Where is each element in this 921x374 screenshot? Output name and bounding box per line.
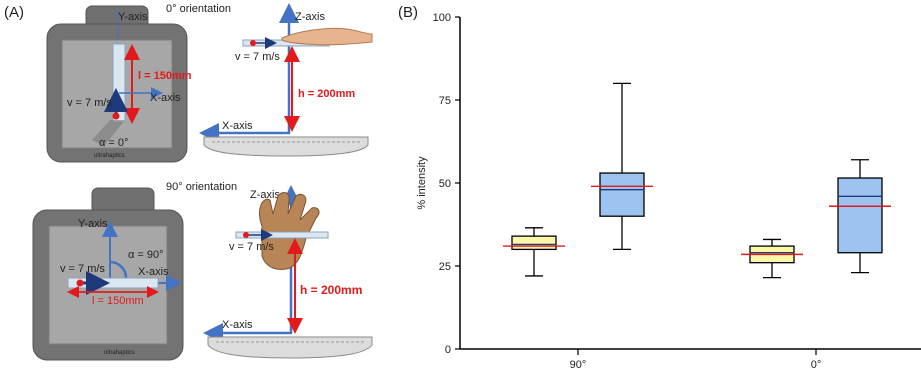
top-z-axis-label: Z-axis <box>295 11 325 23</box>
top-bar-shadow <box>92 120 125 146</box>
panel-a-illustration: 0° orientation Y-axis l = 150mm X-axis v… <box>32 3 373 361</box>
box-blue-0 <box>591 82 653 251</box>
bottom-length-label: l = 150mm <box>92 295 144 307</box>
top-y-axis-label: Y-axis <box>118 11 148 23</box>
y-tick-label: 25 <box>439 261 451 273</box>
top-orientation-title: 0° orientation <box>166 3 231 15</box>
bottom-side-red-dot <box>243 232 249 238</box>
bottom-z-axis-label: Z-axis <box>250 189 280 201</box>
top-velocity-left: v = 7 m/s <box>67 97 112 109</box>
top-length-label: l = 150mm <box>138 70 192 82</box>
top-side-x-axis-label: X-axis <box>222 120 253 132</box>
box-blue-1 <box>829 159 891 274</box>
bottom-y-axis-label: Y-axis <box>78 218 108 230</box>
bottom-x-axis-label: X-axis <box>138 266 169 278</box>
box-plot: 0 25 50 75 100 90° 0° % intensity <box>416 12 921 371</box>
box-yellow-0 <box>503 227 565 277</box>
bottom-bar <box>67 277 159 289</box>
top-x-axis-label: X-axis <box>150 92 181 104</box>
box-iqr <box>837 177 883 254</box>
bottom-side-x-axis-label: X-axis <box>222 319 253 331</box>
bottom-angle-arc <box>109 260 128 279</box>
bottom-brand: ultrahaptics <box>104 350 135 356</box>
panel-a-label: (A) <box>4 4 24 21</box>
y-tick-label: 50 <box>439 178 451 190</box>
bottom-side-device <box>207 336 373 359</box>
x-tick-label: 0° <box>811 359 822 371</box>
box-yellow-1 <box>741 238 803 279</box>
top-brand: ultrahaptics <box>94 153 125 159</box>
bottom-height-label: h = 200mm <box>300 283 362 297</box>
top-velocity-right: v = 7 m/s <box>235 51 280 63</box>
bottom-red-dot <box>76 279 84 287</box>
box-iqr <box>599 172 645 217</box>
top-height-label: h = 200mm <box>298 88 355 100</box>
chart-boxes <box>503 82 891 279</box>
top-hand <box>281 27 373 46</box>
panel-b-label: (B) <box>398 4 418 21</box>
bottom-side-bar <box>235 231 329 239</box>
top-red-dot <box>112 112 120 120</box>
box-iqr <box>511 235 557 251</box>
top-side-device <box>203 136 369 157</box>
bottom-velocity-left: v = 7 m/s <box>60 263 105 275</box>
y-tick-label: 100 <box>433 12 451 24</box>
top-side-red-dot <box>250 40 256 46</box>
chart-axes: 0 25 50 75 100 90° 0° <box>433 12 921 371</box>
bottom-velocity-right: v = 7 m/s <box>229 241 274 253</box>
top-angle: α = 0° <box>99 137 128 149</box>
y-tick-label: 75 <box>439 95 451 107</box>
bottom-hand <box>259 192 320 270</box>
bottom-orientation-title: 90° orientation <box>166 181 237 193</box>
x-tick-label: 90° <box>570 359 587 371</box>
y-tick-label: 0 <box>445 344 451 356</box>
y-axis-label: % intensity <box>416 156 428 210</box>
bottom-angle: α = 90° <box>128 249 164 261</box>
